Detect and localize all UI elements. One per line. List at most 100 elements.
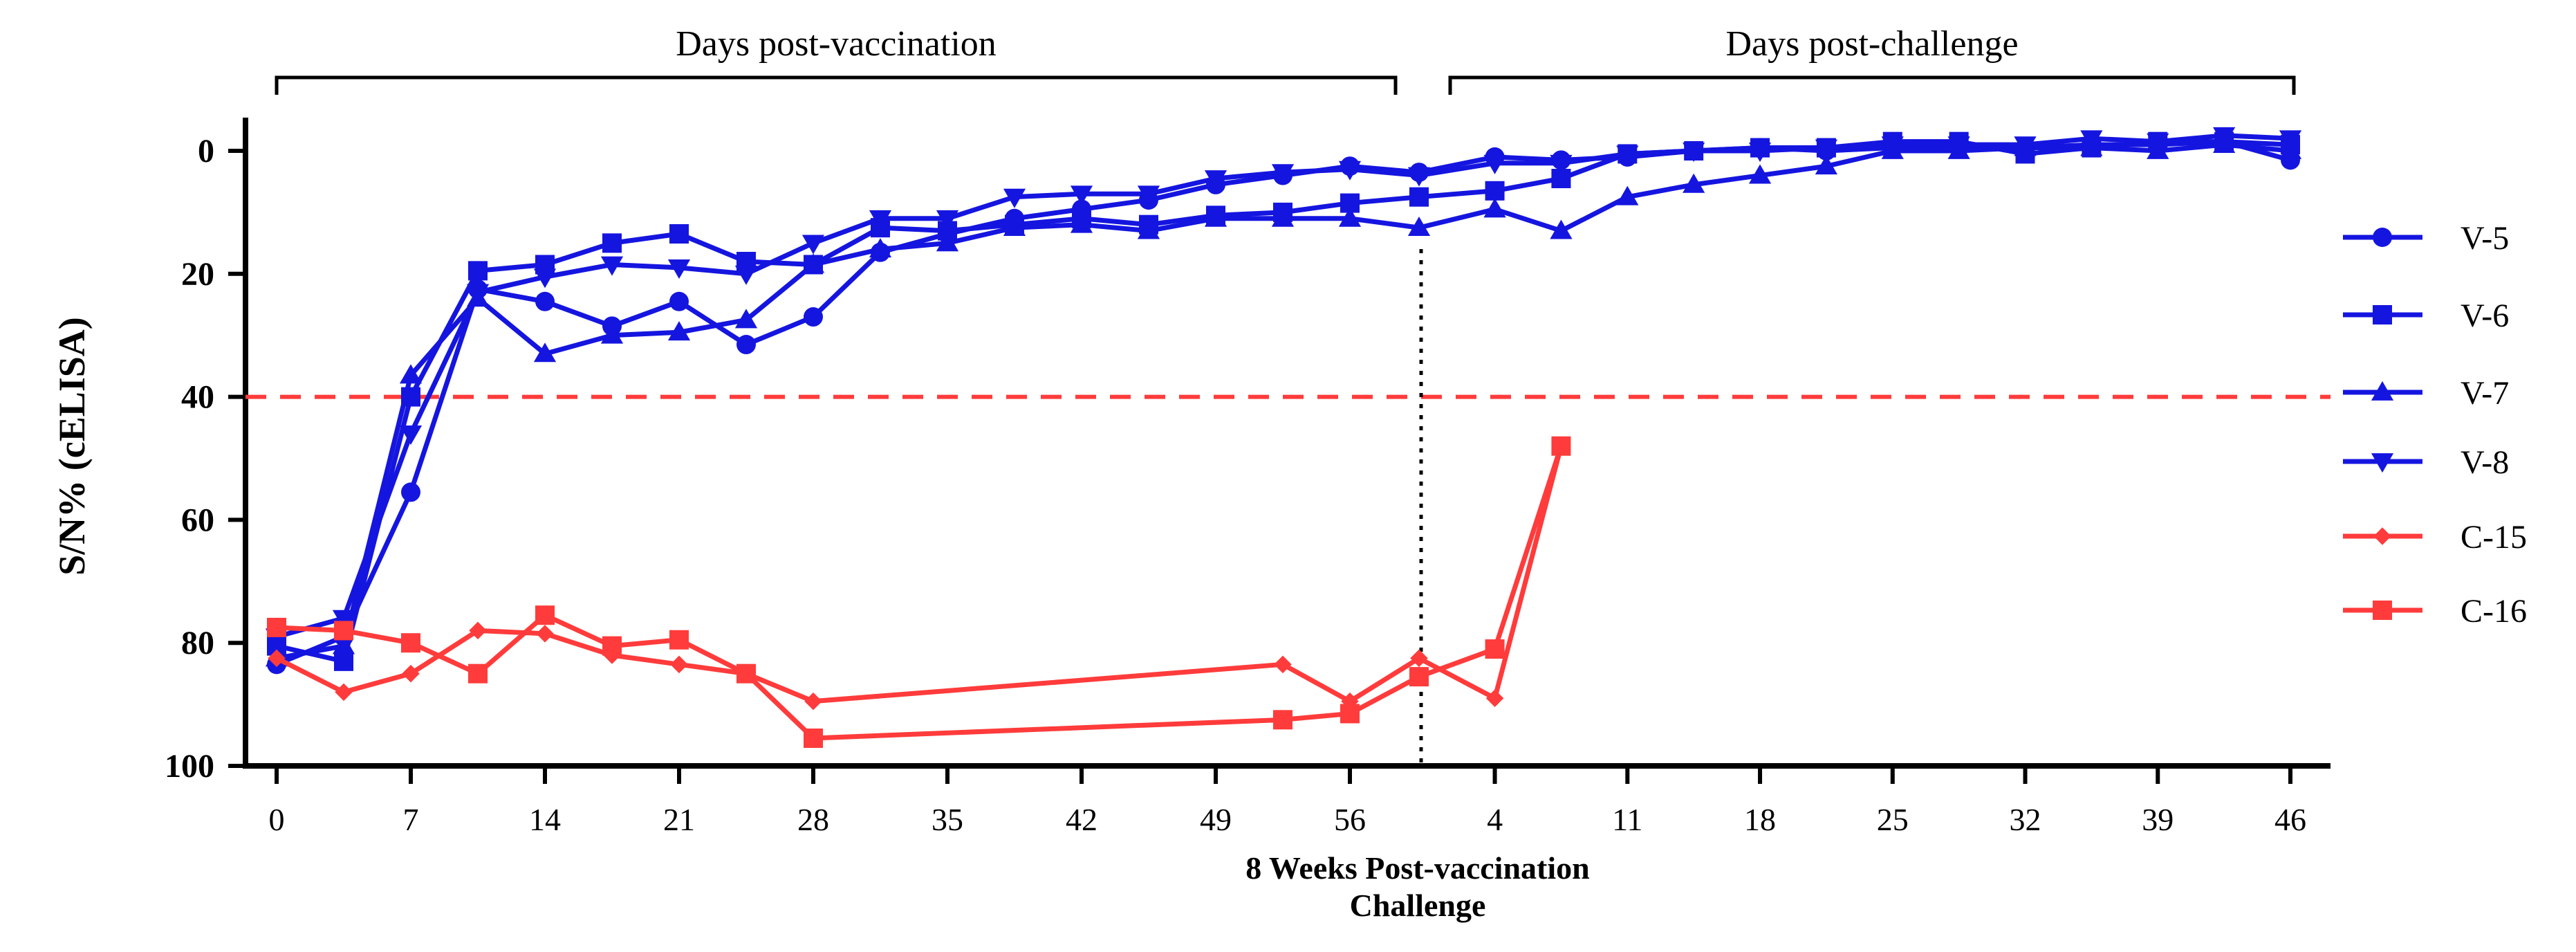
data-point	[332, 634, 355, 654]
data-point	[801, 235, 825, 255]
data-point	[535, 291, 555, 311]
data-point	[670, 655, 688, 674]
series-line	[274, 443, 1564, 741]
legend-marker	[2371, 453, 2394, 473]
legend-label: V-5	[2461, 220, 2509, 257]
legend-item: V-8	[2343, 444, 2509, 481]
data-point	[332, 610, 355, 630]
data-point	[600, 256, 624, 276]
legend-marker	[2373, 305, 2392, 324]
x-axis-ticks: 0 7 14 21 28 35 42 49 56 4 11 18 25 32 39 46	[269, 766, 2306, 837]
legend-label: V-6	[2461, 298, 2509, 334]
x-tick-label: 35	[932, 802, 963, 837]
data-point	[533, 268, 557, 289]
x-tick-label: 11	[1612, 802, 1642, 837]
data-point	[334, 621, 353, 641]
challenge-section-label: Days post-challenge	[1725, 24, 2018, 64]
data-point	[468, 261, 488, 281]
data-point	[1483, 198, 1506, 218]
data-point	[1271, 164, 1295, 184]
data-point	[869, 238, 892, 258]
data-point	[533, 342, 557, 363]
y-tick-label: 40	[181, 379, 214, 416]
x-tick-label: 7	[403, 802, 419, 837]
vaccination-section-label: Days post-vaccination	[676, 24, 997, 64]
data-point	[1483, 154, 1506, 174]
data-point	[1274, 655, 1292, 674]
data-point	[869, 210, 892, 230]
data-point	[936, 210, 959, 230]
data-point	[734, 309, 758, 329]
legend: V-5 V-6 V-7 V-8 C-15 C-16	[2343, 220, 2527, 630]
data-point	[602, 636, 622, 656]
data-point	[1881, 136, 1904, 156]
vaccination-bracket	[275, 75, 1398, 95]
data-point	[804, 728, 823, 748]
data-point	[469, 621, 487, 640]
data-point	[1070, 213, 1093, 233]
legend-item: C-15	[2343, 519, 2527, 556]
data-point	[1616, 145, 1639, 165]
data-point	[1485, 181, 1505, 201]
data-point	[1338, 161, 1362, 181]
data-point	[2080, 130, 2103, 150]
x-tick-label: 28	[797, 802, 829, 837]
data-point	[335, 683, 353, 702]
data-point	[1616, 185, 1639, 205]
data-point	[2279, 130, 2302, 150]
data-point	[402, 664, 420, 683]
y-tick-label: 80	[181, 625, 214, 661]
data-point	[1340, 704, 1360, 724]
legend-item: V-7	[2343, 375, 2509, 412]
series-v-7	[265, 134, 2302, 667]
x-tick-label: 4	[1487, 802, 1503, 837]
legend-label: C-16	[2461, 593, 2527, 630]
x-axis-label-line2: Challenge	[1350, 888, 1486, 923]
data-point	[804, 307, 823, 327]
data-point	[2213, 127, 2236, 147]
legend-item: C-16	[2343, 593, 2527, 630]
data-point	[536, 625, 554, 643]
data-point	[1271, 207, 1295, 227]
x-tick-label: 56	[1334, 802, 1366, 837]
data-point	[267, 617, 286, 637]
data-point	[399, 425, 423, 446]
x-tick-label: 32	[2010, 802, 2041, 837]
data-point	[1407, 217, 1431, 237]
legend-item: V-5	[2343, 220, 2509, 257]
data-point	[1815, 139, 1838, 159]
data-point	[1204, 207, 1227, 227]
data-point	[1947, 136, 1970, 156]
data-point	[1070, 185, 1093, 205]
challenge-bracket	[1448, 75, 2296, 95]
data-point	[1485, 689, 1504, 707]
axes: 0 20 40 60 80 100 0 7 14 21 28 35 42 49 56 4 11 18 25 32 39…	[51, 118, 2331, 923]
data-point	[1338, 207, 1362, 227]
legend-label: C-15	[2461, 519, 2527, 556]
data-point	[1485, 639, 1505, 659]
data-point	[1748, 143, 1772, 163]
data-point	[399, 364, 423, 384]
y-axis-label: S/N% (cELISA)	[51, 317, 93, 576]
x-tick-label: 49	[1200, 802, 1232, 837]
data-point	[1003, 217, 1026, 237]
data-point	[1683, 143, 1705, 163]
data-point	[1003, 188, 1026, 208]
legend-item: V-6	[2343, 298, 2509, 334]
data-point	[401, 633, 420, 653]
y-tick-label: 60	[181, 502, 214, 538]
data-point	[669, 224, 689, 244]
data-point	[1551, 436, 1571, 456]
legend-marker	[2373, 228, 2392, 247]
data-point	[1410, 649, 1428, 668]
data-point	[468, 663, 488, 684]
y-axis-ticks: 0 20 40 60 80 100	[165, 133, 245, 785]
legend-label: V-7	[2461, 375, 2509, 412]
series-layer	[265, 127, 2302, 748]
x-tick-label: 42	[1066, 802, 1097, 837]
legend-marker	[2373, 601, 2392, 620]
data-point	[669, 630, 689, 650]
data-point	[1409, 187, 1429, 207]
data-point	[736, 663, 756, 684]
data-point	[801, 253, 825, 273]
